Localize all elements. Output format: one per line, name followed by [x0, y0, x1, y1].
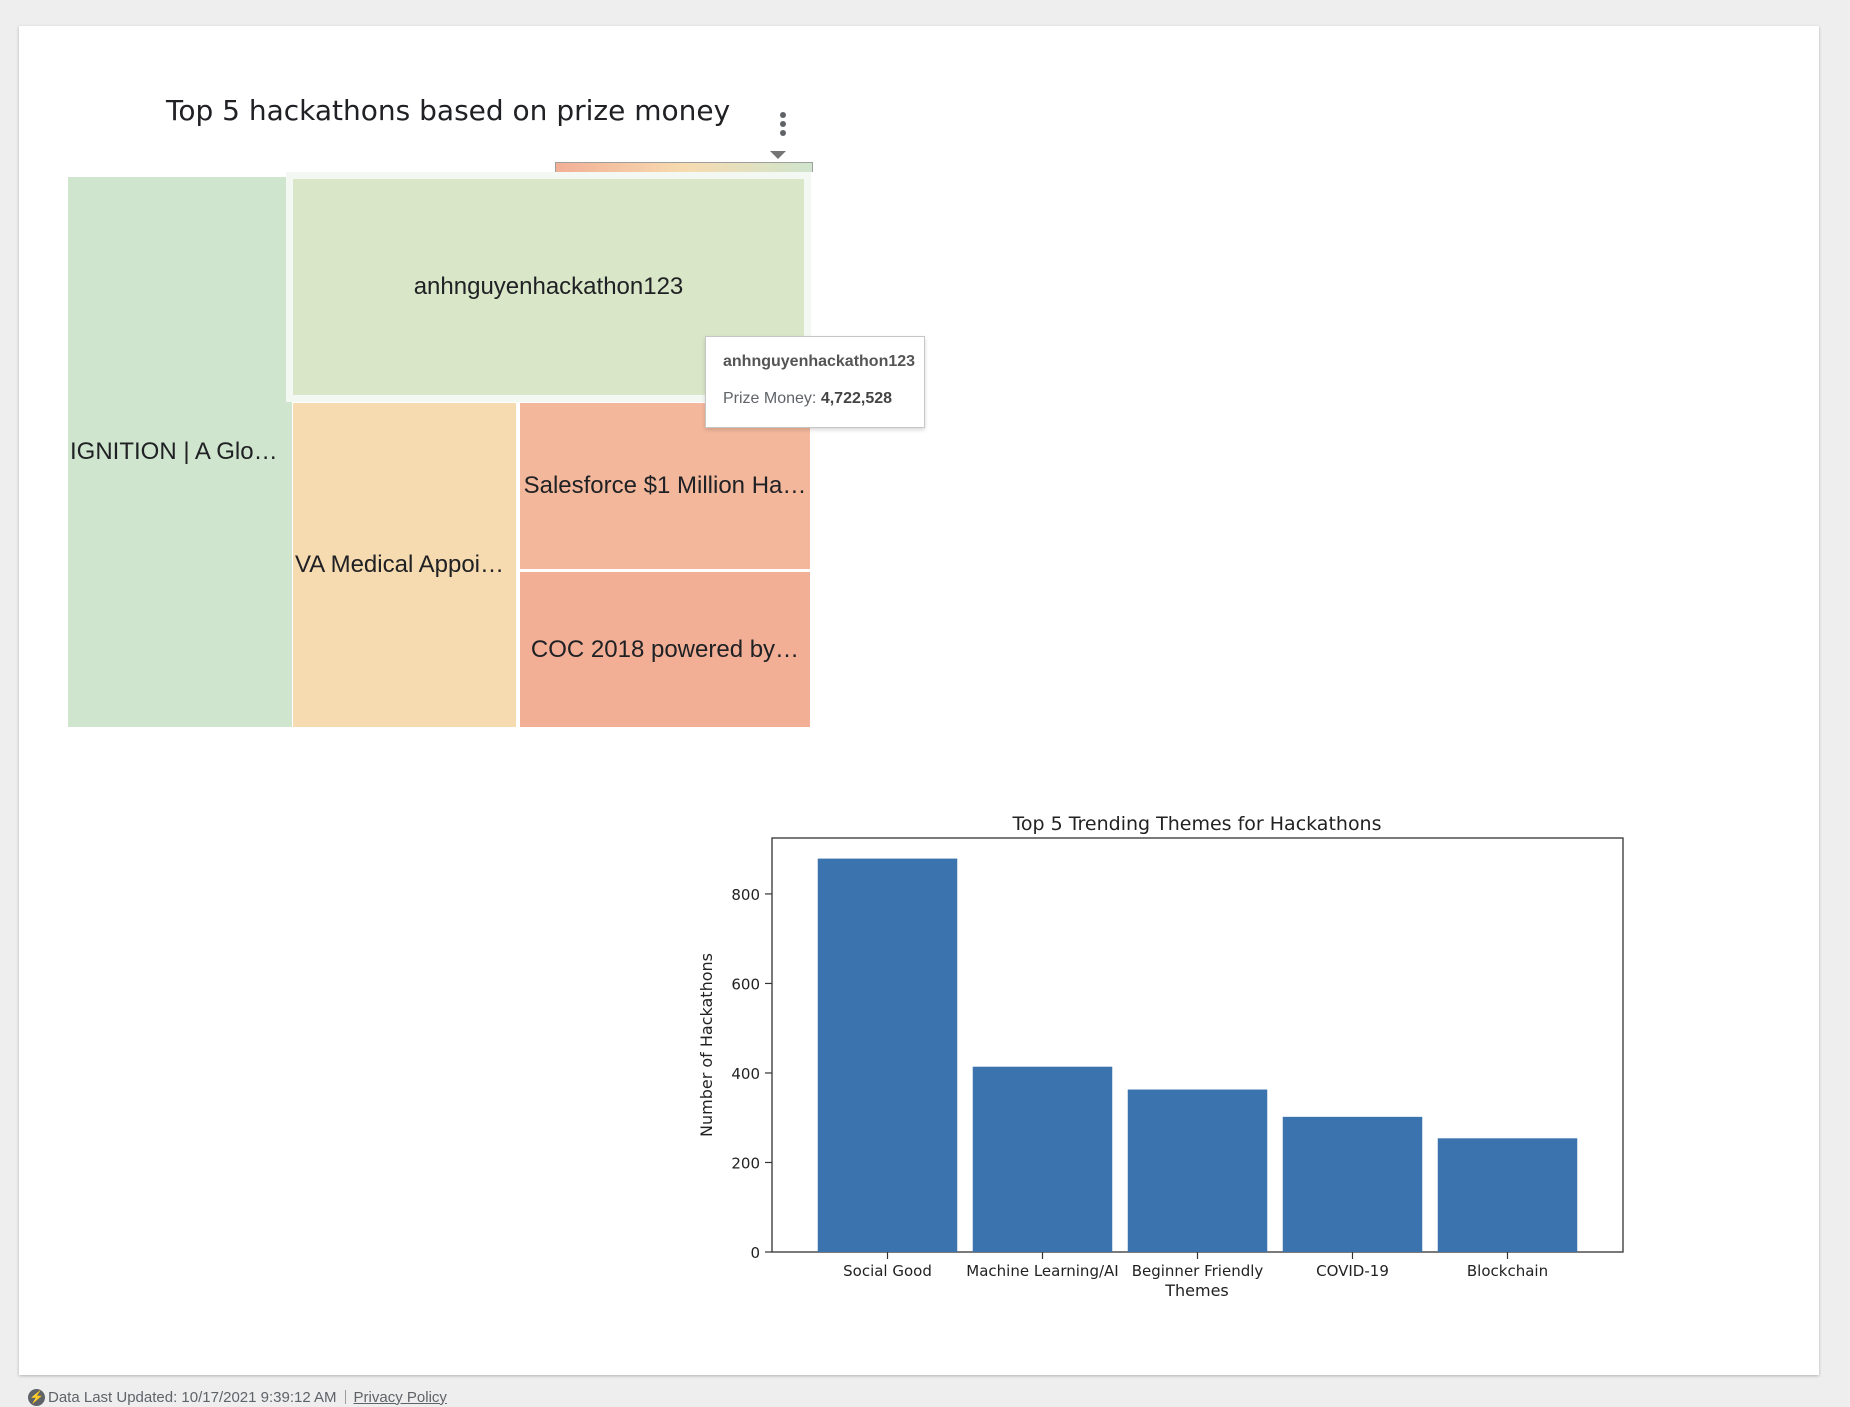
bar-blockchain [1437, 1138, 1578, 1252]
color-legend [555, 162, 813, 172]
treemap-tile-label: VA Medical Appoin… [295, 551, 516, 578]
treemap-tile-label: Salesforce $1 Million Ha… [523, 472, 807, 499]
data-updated-text: Data Last Updated: 10/17/2021 9:39:12 AM [48, 1388, 337, 1406]
footer: ⚡ Data Last Updated: 10/17/2021 9:39:12 … [28, 1388, 447, 1406]
x-tick-label: Blockchain [1467, 1262, 1548, 1280]
tooltip-metric: Prize Money: 4,722,528 [723, 390, 924, 408]
treemap-tile-ignition[interactable]: IGNITION | A Glob… [68, 177, 292, 727]
privacy-policy-link[interactable]: Privacy Policy [353, 1388, 447, 1406]
caret-down-icon[interactable] [770, 151, 786, 159]
tooltip-metric-value: 4,722,528 [820, 390, 893, 407]
x-tick-label: Social Good [843, 1262, 932, 1280]
y-tick-label: 200 [731, 1154, 760, 1172]
treemap-tile-va-medical[interactable]: VA Medical Appoin… [293, 403, 518, 727]
y-tick-label: 600 [731, 975, 760, 993]
bar-chart: Top 5 Trending Themes for Hackathons 0 20… [697, 813, 1624, 1300]
bar-covid-19 [1282, 1116, 1423, 1252]
bar-chart-title: Top 5 Trending Themes for Hackathons [1011, 813, 1381, 835]
x-tick-label: COVID-19 [1316, 1262, 1389, 1280]
bar-beginner-friendly [1127, 1089, 1268, 1252]
tooltip-title: anhnguyenhackathon123 [723, 353, 916, 370]
more-vert-icon[interactable] [774, 110, 792, 136]
y-tick-label: 0 [750, 1244, 760, 1262]
x-tick-label: Beginner Friendly [1132, 1262, 1264, 1280]
footer-divider [344, 1390, 346, 1404]
treemap-tile-salesforce[interactable]: Salesforce $1 Million Ha… [520, 403, 810, 571]
bar-social-good [817, 858, 958, 1252]
y-axis-label: Number of Hackathons [697, 953, 716, 1137]
x-axis: Social Good Machine Learning/AI Beginner F… [843, 1252, 1548, 1280]
treemap-tile-label: IGNITION | A Glob… [70, 438, 291, 465]
x-tick-label: Machine Learning/AI [966, 1262, 1118, 1280]
y-tick-label: 800 [731, 886, 760, 904]
y-tick-label: 400 [731, 1065, 760, 1083]
bar-machine-learning-ai [972, 1066, 1113, 1252]
treemap-title: Top 5 hackathons based on prize money [166, 94, 731, 127]
treemap-tooltip: anhnguyenhackathon123 Prize Money: 4,722… [705, 336, 925, 428]
bar-series [817, 858, 1578, 1252]
x-axis-label: Themes [1164, 1281, 1229, 1300]
treemap-tile-coc-2018[interactable]: COC 2018 powered by… [520, 572, 810, 727]
tooltip-metric-label: Prize Money: [723, 390, 817, 407]
treemap-tile-label: anhnguyenhackathon123 [413, 273, 684, 300]
y-axis: 0 200 400 600 800 [731, 886, 772, 1262]
bolt-icon: ⚡ [28, 1388, 45, 1406]
treemap-tile-label: COC 2018 powered by… [530, 635, 800, 663]
